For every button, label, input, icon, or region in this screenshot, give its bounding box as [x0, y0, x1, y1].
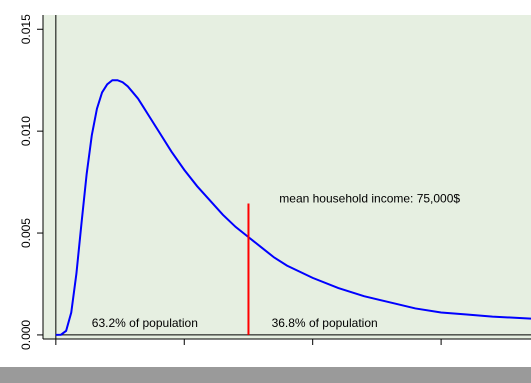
plot-background	[43, 15, 531, 339]
y-tick-label: 0.000	[19, 320, 33, 350]
y-axis: 0.000 0.005 0.010 0.015	[19, 14, 43, 350]
annotation-left: 63.2% of population	[92, 316, 198, 330]
annotation-mean: mean household income: 75,000$	[279, 191, 460, 205]
series-layer	[55, 15, 531, 339]
bottom-bar	[0, 367, 531, 383]
annotation-right: 36.8% of population	[272, 316, 378, 330]
y-tick-label: 0.010	[19, 116, 33, 146]
series-line-0	[55, 79, 531, 336]
y-tick-label: 0.015	[19, 14, 33, 44]
y-tick-label: 0.005	[19, 218, 33, 248]
